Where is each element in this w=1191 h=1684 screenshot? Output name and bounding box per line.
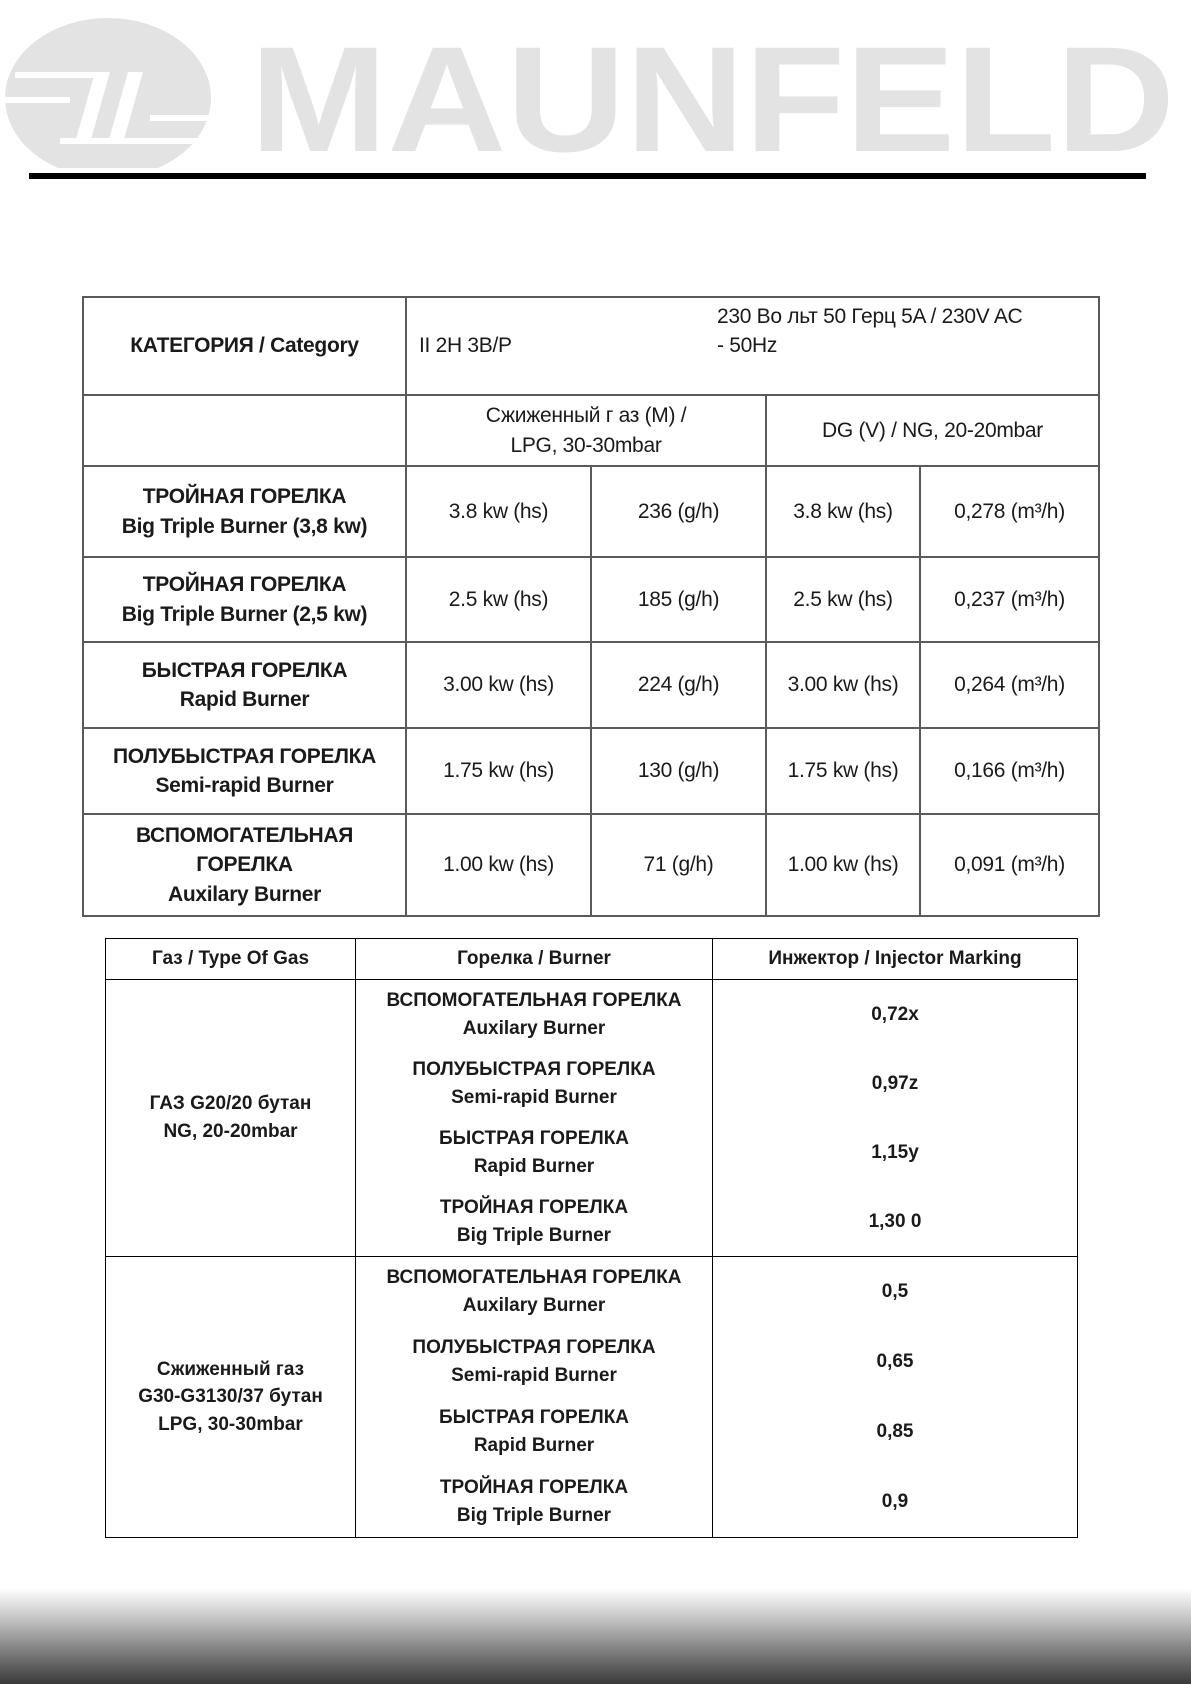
burner-name: ТРОЙНАЯ ГОРЕЛКА Big Triple Burner (2,5 k… [82,556,407,644]
header-divider [29,173,1146,179]
lpg-power: 1.00 kw (hs) [405,813,592,918]
injector-table: Газ / Type Of Gas Горелка / Burner Инжек… [105,938,1078,1538]
spec-row: БЫСТРАЯ ГОРЕЛКА Rapid Burner 3.00 kw (hs… [82,641,1100,730]
ng-flow: 0,264 (m³/h) [919,641,1100,730]
burner-name: ПОЛУБЫСТРАЯ ГОРЕЛКА Semi-rapid Burner [355,1326,713,1397]
ng-power: 2.5 kw (hs) [765,556,921,644]
header-gas: Газ / Type Of Gas [105,938,356,980]
lpg-power: 2.5 kw (hs) [405,556,592,644]
lpg-flow: 130 (g/h) [590,727,767,816]
lpg-flow: 224 (g/h) [590,641,767,730]
burner-name: ВСПОМОГАТЕЛЬНАЯ ГОРЕЛКА Auxilary Burner [355,1256,713,1327]
spec-row: ПОЛУБЫСТРАЯ ГОРЕЛКА Semi-rapid Burner 1.… [82,727,1100,816]
lpg-power: 1.75 kw (hs) [405,727,592,816]
injector-marking: 1,15y [712,1118,1078,1188]
ng-power: 3.00 kw (hs) [765,641,921,730]
ng-flow: 0,278 (m³/h) [919,465,1100,559]
gas-type: Сжиженный газ G30-G3130/37 бутан LPG, 30… [105,1256,356,1538]
lpg-power: 3.8 kw (hs) [405,465,592,559]
logo-emblem-icon [0,18,220,168]
spec-row: ТРОЙНАЯ ГОРЕЛКА Big Triple Burner (3,8 k… [82,465,1100,559]
burner-name: ТРОЙНАЯ ГОРЕЛКА Big Triple Burner [355,1187,713,1257]
burner-name: ТРОЙНАЯ ГОРЕЛКА Big Triple Burner [355,1466,713,1538]
injector-marking: 0,9 [712,1466,1078,1538]
injector-marking: 0,65 [712,1326,1078,1397]
burner-name: ТРОЙНАЯ ГОРЕЛКА Big Triple Burner (3,8 k… [82,465,407,559]
maunfeld-logo: MAUNFELD [0,18,1175,168]
logo-wordmark: MAUNFELD [250,18,1175,168]
ng-flow: 0,237 (m³/h) [919,556,1100,644]
spec-row: ТРОЙНАЯ ГОРЕЛКА Big Triple Burner (2,5 k… [82,556,1100,644]
ng-flow: 0,166 (m³/h) [919,727,1100,816]
lpg-flow: 236 (g/h) [590,465,767,559]
ng-power: 3.8 kw (hs) [765,465,921,559]
power-supply: 230 Во льт 50 Герц 5A / 230V AC - 50Hz [717,305,1023,358]
footer-gradient [0,1588,1191,1684]
injector-marking: 1,30 0 [712,1187,1078,1257]
burner-name: БЫСТРАЯ ГОРЕЛКА Rapid Burner [355,1118,713,1188]
burner-name: ПОЛУБЫСТРАЯ ГОРЕЛКА Semi-rapid Burner [82,727,407,816]
header-burner: Горелка / Burner [355,938,713,980]
category-cell: II 2H 3B/P 230 Во льт 50 Герц 5A / 230V … [405,295,1100,397]
ng-power: 1.00 kw (hs) [765,813,921,918]
injector-marking: 0,72x [712,979,1078,1050]
injector-marking: 0,97z [712,1049,1078,1119]
lpg-flow: 71 (g/h) [590,813,767,918]
lpg-flow: 185 (g/h) [590,556,767,644]
injector-marking: 0,85 [712,1396,1078,1467]
category-value: II 2H 3B/P [419,334,512,358]
injector-marking: 0,5 [712,1256,1078,1327]
lpg-power: 3.00 kw (hs) [405,641,592,730]
burner-name: ВСПОМОГАТЕЛЬНАЯ ГОРЕЛКА Auxilary Burner [82,813,407,918]
burner-name: ПОЛУБЫСТРАЯ ГОРЕЛКА Semi-rapid Burner [355,1049,713,1119]
category-label: КАТЕГОРИЯ / Category [82,295,407,397]
burner-spec-table: КАТЕГОРИЯ / Category II 2H 3B/P 230 Во л… [82,295,1100,918]
header-injector: Инжектор / Injector Marking [712,938,1078,980]
gas-type: ГАЗ G20/20 бутан NG, 20-20mbar [105,979,356,1257]
empty-header-cell [82,394,407,468]
burner-name: БЫСТРАЯ ГОРЕЛКА Rapid Burner [355,1396,713,1467]
spec-row: ВСПОМОГАТЕЛЬНАЯ ГОРЕЛКА Auxilary Burner … [82,813,1100,918]
burner-name: БЫСТРАЯ ГОРЕЛКА Rapid Burner [82,641,407,730]
burner-name: ВСПОМОГАТЕЛЬНАЯ ГОРЕЛКА Auxilary Burner [355,979,713,1050]
lpg-header: Сжиженный г аз (M) / LPG, 30-30mbar [405,394,767,468]
ng-power: 1.75 kw (hs) [765,727,921,816]
ng-flow: 0,091 (m³/h) [919,813,1100,918]
ng-header: DG (V) / NG, 20-20mbar [765,394,1100,468]
